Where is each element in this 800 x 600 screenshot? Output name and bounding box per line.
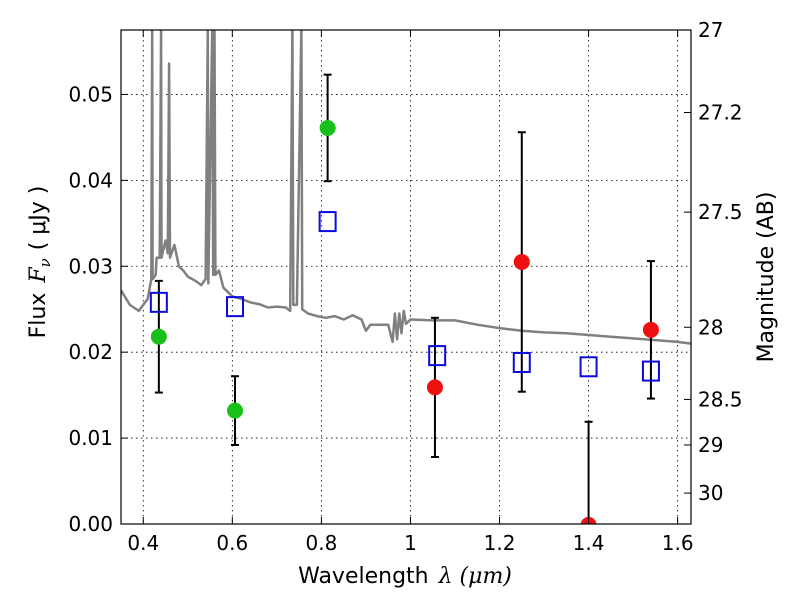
data-point — [426, 379, 443, 396]
y-axis-label-sub: ν — [36, 258, 54, 267]
y-tick-label: 0.05 — [68, 82, 113, 106]
y-tick-label: 0.00 — [68, 512, 113, 536]
data-point — [150, 328, 167, 345]
y-tick-label: 0.03 — [68, 254, 113, 278]
x-tick-label: 1 — [404, 531, 417, 555]
model-point-square — [579, 356, 598, 378]
model-point-square — [641, 360, 660, 382]
x-axis-ticks: 0.4 0.6 0.8 1 1.2 1.4 1.6 — [127, 30, 694, 555]
x-axis-label: Wavelength — [298, 564, 429, 589]
x-tick-label: 1.6 — [662, 531, 694, 555]
data-point — [642, 321, 659, 338]
y2-tick-label: 27 — [698, 18, 723, 42]
y2-tick-label: 29 — [698, 433, 723, 457]
model-point-square — [512, 351, 531, 373]
model-spectrum-layer — [121, 30, 691, 345]
model-point-square — [428, 345, 447, 367]
model-point-square — [149, 291, 168, 313]
y-tick-label: 0.01 — [68, 426, 113, 450]
y2-tick-label: 28 — [698, 315, 723, 339]
y-axis-label-unit: ( μJy ) — [26, 186, 51, 251]
data-point — [319, 119, 336, 136]
y2-axis-title: Magnitude (AB) — [754, 192, 779, 363]
y2-axis-ticks: 27 27.2 27.5 28 28.5 29 30 — [684, 18, 743, 505]
y2-tick-label: 27.5 — [698, 200, 743, 224]
y2-tick-label: 28.5 — [698, 387, 743, 411]
y-axis-ticks: 0.00 0.01 0.02 0.03 0.04 0.05 — [68, 82, 128, 536]
x-tick-label: 1.4 — [573, 531, 605, 555]
y2-tick-label: 27.2 — [698, 100, 743, 124]
model-point-square — [226, 296, 244, 318]
y-axis-label: Flux — [26, 293, 51, 339]
x-axis-title: Wavelength λ (μm) — [298, 564, 512, 589]
y-tick-label: 0.04 — [68, 168, 113, 192]
x-tick-label: 1.2 — [484, 531, 516, 555]
y2-tick-label: 30 — [698, 481, 723, 505]
model-spectrum-line — [121, 30, 691, 345]
x-tick-label: 0.4 — [127, 531, 159, 555]
y-axis-title: Flux Fν ( μJy ) — [26, 186, 54, 339]
x-tick-label: 0.8 — [305, 531, 337, 555]
y-axis-label-math: F — [26, 267, 51, 284]
plot-frame — [120, 29, 692, 525]
x-axis-label-math: λ (μm) — [438, 564, 512, 589]
x-tick-label: 0.6 — [216, 531, 248, 555]
data-point — [513, 253, 530, 270]
model-point-square — [318, 211, 337, 233]
y-tick-label: 0.02 — [68, 340, 113, 364]
data-point — [227, 402, 243, 419]
